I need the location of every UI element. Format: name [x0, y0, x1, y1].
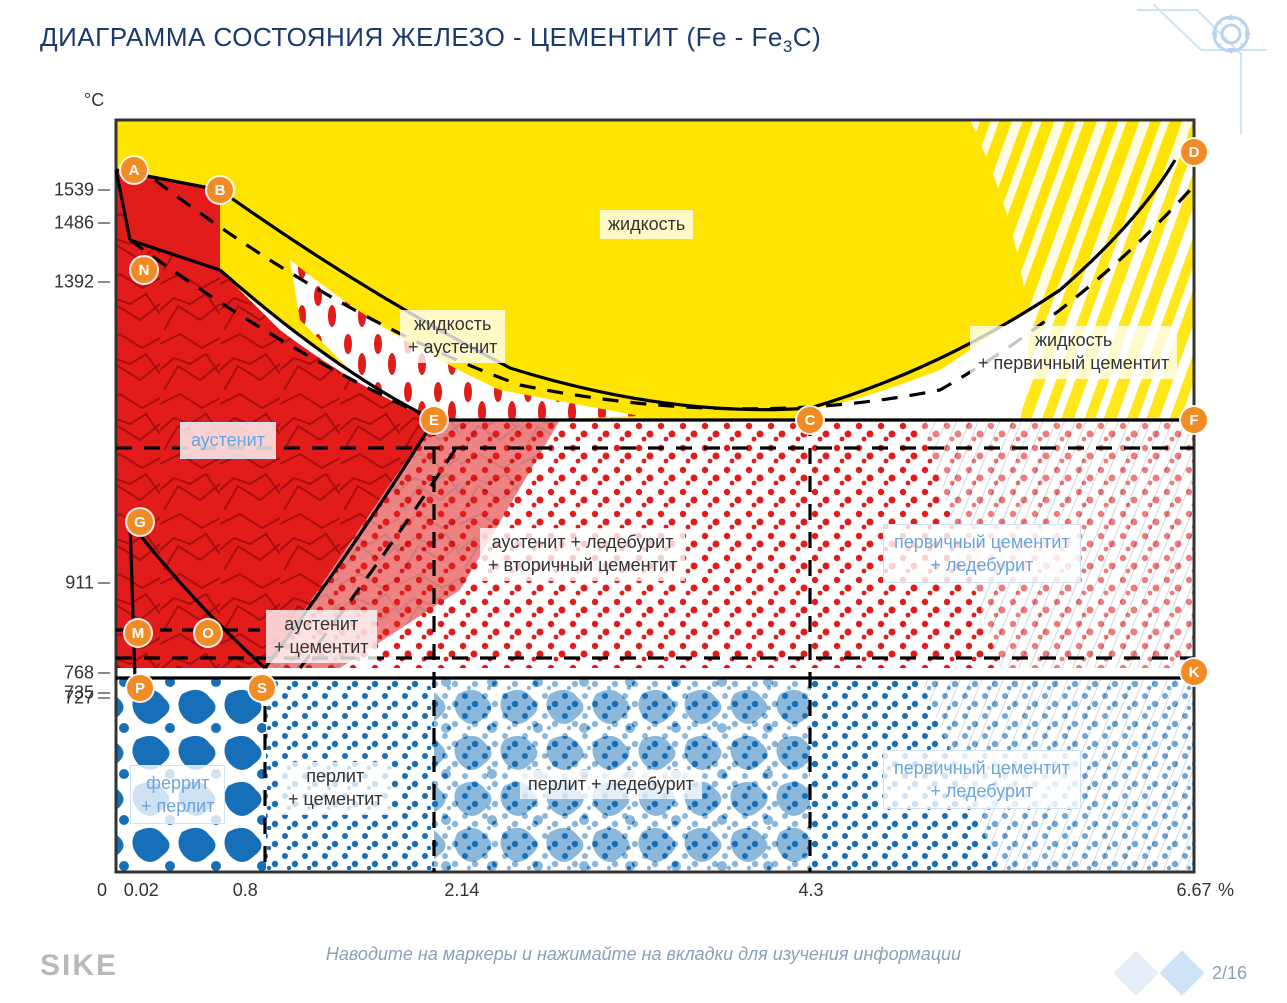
y-tick-mark: [98, 222, 110, 224]
marker-P[interactable]: P: [127, 675, 153, 701]
x-tick-label: 0.02: [124, 880, 159, 901]
page-indicator: 2/16: [1212, 963, 1247, 984]
x-tick-label: 4.3: [798, 880, 823, 901]
region-label-austenite: аустенит: [180, 422, 276, 459]
y-tick-label: 1486: [40, 212, 94, 233]
marker-C[interactable]: C: [797, 407, 823, 433]
region-label-aust_led_cem: аустенит + ледебурит+ вторичный цементит: [480, 528, 685, 581]
x-tick-label: 2.14: [444, 880, 479, 901]
instruction-text: Наводите на маркеры и нажимайте на вклад…: [0, 944, 1287, 965]
y-tick-mark: [98, 692, 110, 694]
x-axis-unit: %: [1218, 880, 1234, 901]
prev-button[interactable]: [1113, 950, 1158, 995]
y-tick-mark: [98, 697, 110, 699]
y-tick-mark: [98, 582, 110, 584]
y-tick-mark: [98, 189, 110, 191]
y-tick-label: 1539: [40, 179, 94, 200]
marker-A[interactable]: A: [121, 157, 147, 183]
region-label-liquid: жидкость: [600, 210, 693, 239]
marker-N[interactable]: N: [131, 257, 157, 283]
region-label-perl_cem: перлит+ цементит: [280, 762, 391, 815]
region-label-prim_cem_led2: первичный цементит+ ледебурит: [883, 750, 1081, 809]
marker-G[interactable]: G: [127, 509, 153, 535]
y-tick-label: 768: [40, 662, 94, 683]
x-tick-label: 6.67: [1176, 880, 1211, 901]
region-label-aust_cem: аустенит+ цементит: [266, 610, 377, 663]
region-label-liq_cem: жидкость+ первичный цементит: [970, 326, 1177, 379]
marker-M[interactable]: M: [125, 620, 151, 646]
y-tick-mark: [98, 672, 110, 674]
y-tick-label: 1392: [40, 271, 94, 292]
phase-diagram: °C: [40, 90, 1240, 910]
x-tick-label: 0.8: [233, 880, 258, 901]
region-label-ferrite_perl: феррит+ перлит: [130, 765, 225, 824]
marker-D[interactable]: D: [1181, 139, 1207, 165]
pager: 2/16: [1120, 957, 1247, 989]
x-tick-label: 0: [97, 880, 107, 901]
gear-icon[interactable]: [1211, 14, 1251, 54]
y-tick-mark: [98, 281, 110, 283]
marker-K[interactable]: K: [1181, 659, 1207, 685]
y-tick-label: 911: [40, 573, 94, 594]
marker-S[interactable]: S: [249, 675, 275, 701]
marker-F[interactable]: F: [1181, 407, 1207, 433]
region-label-perl_led: перлит + ледебурит: [520, 770, 702, 799]
marker-O[interactable]: O: [195, 620, 221, 646]
y-tick-label: 727: [40, 688, 94, 709]
page-title: ДИАГРАММА СОСТОЯНИЯ ЖЕЛЕЗО - ЦЕМЕНТИТ (F…: [40, 22, 821, 57]
region-label-liq_aust: жидкость+ аустенит: [400, 310, 505, 363]
marker-E[interactable]: E: [421, 407, 447, 433]
region-label-prim_cem_led1: первичный цементит+ ледебурит: [883, 524, 1081, 583]
marker-B[interactable]: B: [207, 177, 233, 203]
next-button[interactable]: [1159, 950, 1204, 995]
